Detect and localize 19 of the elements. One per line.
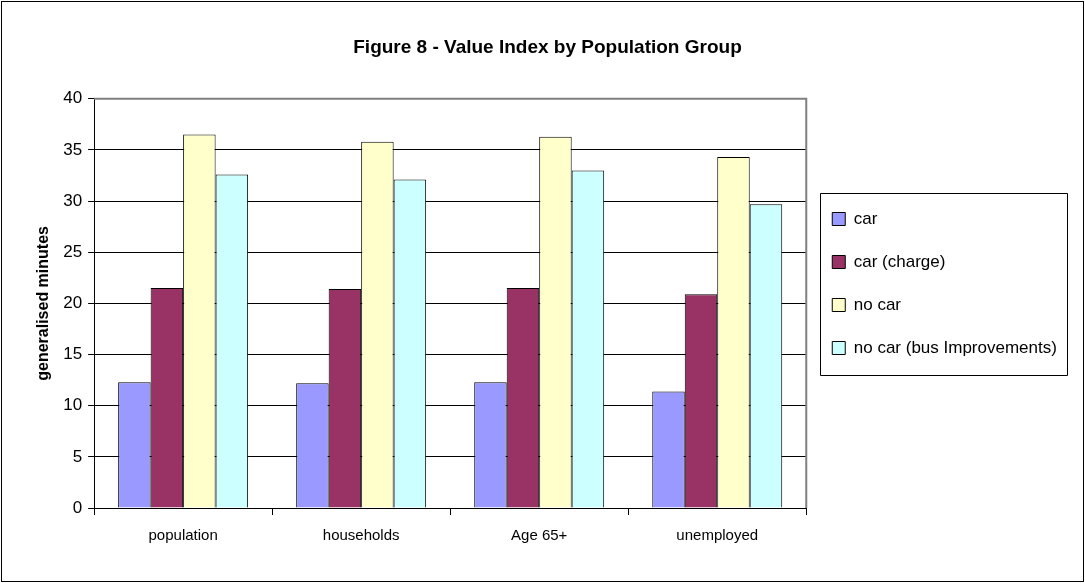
x-tick-label: unemployed: [676, 526, 759, 544]
y-tick-label: 40: [63, 88, 83, 108]
legend-label: car: [853, 208, 878, 228]
y-tick-label: 30: [63, 190, 83, 210]
legend-label: no car (bus Improvements): [853, 337, 1057, 357]
y-tick-label: 35: [63, 139, 83, 159]
y-tick-label: 0: [72, 497, 83, 517]
x-tick-label: population: [148, 526, 218, 544]
x-tick-label: households: [322, 526, 400, 544]
y-tick-label: 25: [63, 241, 83, 261]
y-tick-label: 15: [63, 344, 83, 364]
y-tick-label: 20: [63, 293, 83, 313]
y-axis-title: generalised minutes: [34, 225, 52, 381]
chart-title: Figure 8 - Value Index by Population Group: [353, 35, 742, 57]
x-tick-label: Age 65+: [511, 526, 568, 544]
y-tick-label: 10: [63, 395, 83, 415]
y-tick-label: 5: [72, 446, 83, 466]
legend-label: no car: [853, 294, 902, 314]
legend-label: car (charge): [853, 251, 946, 271]
